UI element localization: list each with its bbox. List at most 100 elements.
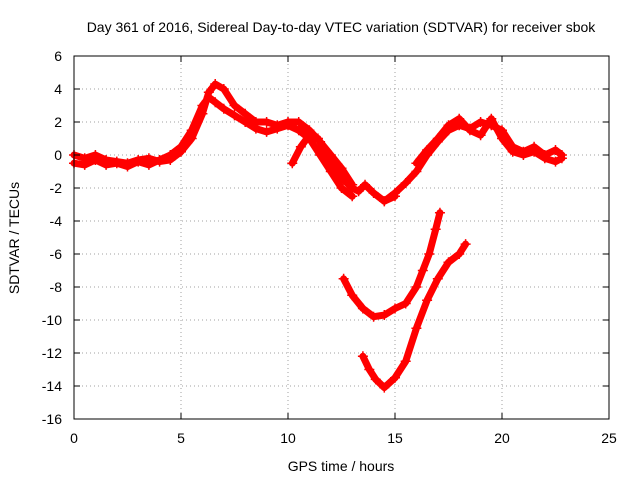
data-point-marker (165, 150, 176, 160)
data-point-marker (400, 298, 411, 309)
data-point-marker (550, 145, 561, 156)
y-axis-label: SDTVAR / TECUs (6, 182, 22, 294)
y-tick-label: 2 (54, 114, 62, 130)
data-point-marker (122, 161, 133, 172)
data-point-marker (197, 100, 208, 111)
x-tick-label: 5 (177, 430, 185, 446)
data-point-marker (321, 150, 332, 160)
data-series-trace-2 (69, 92, 358, 202)
data-point-marker (417, 265, 428, 276)
y-tick-label: -2 (50, 180, 63, 196)
data-point-marker (154, 154, 165, 165)
data-point-marker (143, 159, 154, 170)
data-point-marker (261, 117, 272, 127)
data-point-marker (434, 207, 445, 218)
data-point-marker (529, 146, 540, 157)
data-point-marker (336, 183, 347, 193)
data-point-marker (390, 303, 400, 314)
data-point-marker (400, 356, 411, 367)
x-tick-label: 0 (70, 430, 78, 446)
data-series-trace-6 (338, 207, 445, 322)
data-point-marker (338, 174, 349, 185)
data-point-marker (353, 186, 364, 197)
data-point-marker (411, 323, 422, 334)
data-point-marker (411, 282, 422, 292)
data-point-marker (111, 158, 122, 169)
data-point-marker (357, 303, 368, 314)
series-trace (359, 240, 470, 392)
y-tick-label: 0 (54, 147, 62, 163)
data-point-marker (411, 158, 422, 169)
data-point-marker (203, 92, 214, 103)
data-point-marker (390, 187, 400, 198)
data-point-marker (101, 159, 112, 170)
series-trace (70, 93, 356, 200)
data-point-marker (497, 133, 507, 144)
data-point-marker (90, 154, 101, 165)
y-tick-labels: -16 -14 -12 -10 -8 -6 -4 -2 0 2 4 6 (42, 48, 62, 427)
data-point-marker (550, 156, 561, 167)
y-tick-label: -16 (42, 411, 62, 427)
data-point-marker (79, 159, 90, 170)
data-point-marker (422, 145, 433, 156)
data-point-marker (518, 150, 529, 160)
data-point-marker (424, 249, 435, 259)
data-point-marker (240, 117, 251, 127)
x-axis-label: GPS time / hours (288, 458, 395, 474)
data-point-marker (454, 113, 465, 124)
data-point-marker (454, 249, 465, 259)
data-point-marker (218, 84, 229, 94)
data-point-marker (379, 196, 390, 207)
data-point-marker (250, 123, 261, 134)
data-point-marker (475, 117, 486, 127)
data-point-marker (370, 374, 381, 385)
y-tick-label: -8 (50, 279, 63, 295)
x-tick-label: 25 (601, 430, 617, 446)
data-point-marker (338, 273, 349, 284)
y-tick-label: -4 (50, 213, 63, 229)
data-point-marker (357, 351, 368, 362)
data-point-marker (272, 123, 283, 134)
data-point-marker (422, 295, 433, 306)
data-point-marker (210, 97, 221, 108)
data-point-marker (210, 79, 221, 90)
data-point-marker (347, 290, 358, 301)
data-point-marker (443, 120, 454, 131)
data-point-marker (368, 311, 379, 322)
data-point-marker (364, 364, 375, 375)
data-point-marker (390, 372, 400, 383)
data-point-marker (464, 125, 475, 136)
data-point-marker (507, 146, 518, 157)
y-tick-label: -14 (42, 378, 62, 394)
axis-ticks (73, 55, 610, 420)
data-point-marker (293, 125, 304, 136)
data-point-marker (218, 103, 229, 114)
x-tick-label: 10 (280, 430, 296, 446)
data-point-marker (229, 100, 240, 111)
data-point-marker (295, 141, 306, 152)
data-point-marker (229, 110, 240, 121)
y-tick-label: -12 (42, 345, 62, 361)
y-tick-label: -10 (42, 312, 62, 328)
data-point-marker (312, 133, 323, 144)
data-point-marker (379, 310, 390, 321)
data-point-marker (368, 187, 379, 198)
data-point-marker (347, 183, 358, 193)
data-point-marker (330, 163, 341, 174)
x-tick-labels: 0 5 10 15 20 25 (70, 430, 617, 446)
data-point-marker (432, 273, 443, 284)
series-trace (380, 118, 566, 205)
data-point-marker (475, 130, 486, 141)
data-point-marker (133, 156, 144, 167)
data-point-marker (283, 120, 293, 131)
data-series-trace-5 (411, 113, 567, 169)
x-tick-label: 15 (387, 430, 403, 446)
y-tick-label: -6 (50, 246, 63, 262)
data-point-marker (287, 158, 298, 169)
data-point-marker (400, 178, 411, 189)
data-point-marker (486, 113, 497, 124)
x-tick-label: 20 (494, 430, 510, 446)
data-point-marker (556, 153, 567, 164)
